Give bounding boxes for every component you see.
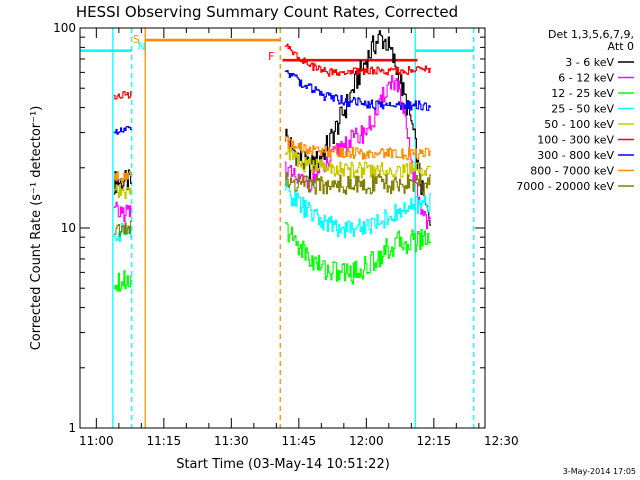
legend-header: Det 1,3,5,6,7,9, xyxy=(548,28,634,41)
legend-label: 25 - 50 keV xyxy=(551,103,614,116)
x-tick-label: 11:30 xyxy=(214,434,249,448)
y-tick-label: 100 xyxy=(53,21,76,35)
legend-label: 7000 - 20000 keV xyxy=(516,180,614,193)
series-lines xyxy=(113,30,431,292)
series-100-300-kev xyxy=(113,43,431,100)
x-tick-label: 12:30 xyxy=(484,434,519,448)
y-tick-label: 1 xyxy=(68,421,76,435)
chart-title: HESSI Observing Summary Count Rates, Cor… xyxy=(76,3,458,21)
series-segment-1 xyxy=(113,90,132,100)
series-segment-2 xyxy=(284,69,431,111)
series-segment-2 xyxy=(284,136,431,161)
series-segment-2 xyxy=(284,43,431,77)
y-tick-label: 10 xyxy=(61,221,76,235)
legend-label: 12 - 25 keV xyxy=(551,87,614,100)
flag-label-f: F xyxy=(268,50,274,63)
series-segment-1 xyxy=(113,170,132,184)
x-axis-label: Start Time (03-May-14 10:51:22) xyxy=(176,457,390,472)
legend-label: 6 - 12 keV xyxy=(558,72,614,85)
legend-label: 800 - 7000 keV xyxy=(530,165,614,178)
x-axis: 11:00 11:15 11:30 11:45 12:00 12:15 12:30 xyxy=(79,28,519,448)
x-tick-label: 12:15 xyxy=(417,434,452,448)
series-6-12-kev xyxy=(113,74,431,230)
x-tick-label: 11:45 xyxy=(282,434,317,448)
series-segment-1 xyxy=(113,125,132,135)
legend-label: 300 - 800 keV xyxy=(537,149,614,162)
series-50-100-kev xyxy=(113,146,431,200)
series-segment-1 xyxy=(113,201,132,223)
x-tick-label: 11:15 xyxy=(147,434,182,448)
x-tick-label: 12:00 xyxy=(349,434,384,448)
series-segment-1 xyxy=(113,184,132,200)
x-tick-label: 11:00 xyxy=(79,434,114,448)
series-segment-2 xyxy=(284,74,431,230)
y-axis: 1 10 100 xyxy=(53,21,485,435)
legend-label: 3 - 6 keV xyxy=(565,56,614,69)
series-segment-2 xyxy=(284,221,431,285)
series-800-7000-kev xyxy=(113,136,431,184)
series-300-800-kev xyxy=(113,69,431,135)
series-segment-2 xyxy=(284,172,431,195)
series-segment-2 xyxy=(284,146,431,179)
series-segment-1 xyxy=(113,222,132,243)
legend-header: Att 0 xyxy=(608,40,634,53)
vertical-markers xyxy=(112,28,475,428)
y-axis-label: Corrected Count Rate (s⁻¹ detector⁻¹) xyxy=(29,106,44,351)
date-stamp: 3-May-2014 17:05 xyxy=(563,467,636,476)
flag-labels: SN F xyxy=(133,33,275,63)
series-7000-20000-kev xyxy=(113,172,431,237)
series-segment-2 xyxy=(284,178,431,239)
series-12-25-kev xyxy=(113,221,431,292)
legend-label: 100 - 300 keV xyxy=(537,134,614,147)
series-25-50-kev xyxy=(113,178,431,243)
legend: Det 1,3,5,6,7,9,Att 0 3 - 6 keV 6 - 12 keV… xyxy=(516,28,634,193)
legend-label: 50 - 100 keV xyxy=(544,118,614,131)
flag-label-s: S xyxy=(133,33,140,46)
series-segment-1 xyxy=(113,270,132,292)
series-segment-1 xyxy=(113,220,132,237)
flag-label-n: N xyxy=(138,40,146,53)
